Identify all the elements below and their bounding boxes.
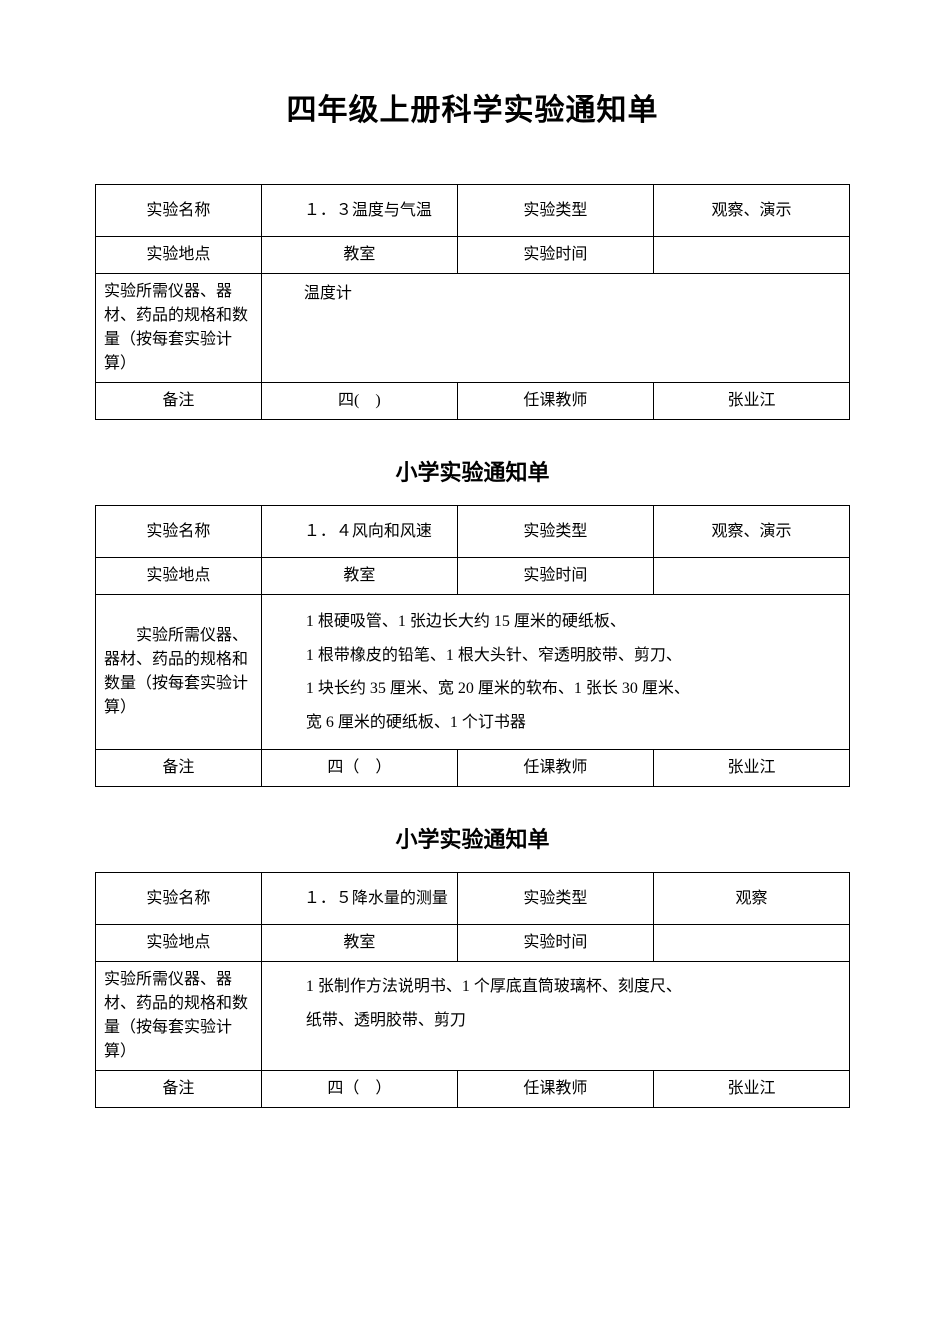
value-exp-time <box>653 558 849 595</box>
label-teacher: 任课教师 <box>457 383 653 420</box>
equipment-line: 纸带、透明胶带、剪刀 <box>274 1004 837 1038</box>
label-exp-type: 实验类型 <box>457 506 653 558</box>
experiment-table-1: 实验名称 １．３温度与气温 实验类型 观察、演示 实验地点 教室 实验时间 实验… <box>95 184 850 420</box>
label-equipment: 实验所需仪器、器材、药品的规格和数量（按每套实验计算） <box>96 595 262 750</box>
value-remarks: 四（ ） <box>261 750 457 787</box>
value-exp-time <box>653 925 849 962</box>
value-exp-type: 观察、演示 <box>653 185 849 237</box>
value-exp-time <box>653 237 849 274</box>
value-equipment: 1 根硬吸管、1 张边长大约 15 厘米的硬纸板、 1 根带橡皮的铅笔、1 根大… <box>261 595 849 750</box>
equipment-line: 1 根带橡皮的铅笔、1 根大头针、窄透明胶带、剪刀、 <box>274 639 837 673</box>
equipment-line: 1 块长约 35 厘米、宽 20 厘米的软布、1 张长 30 厘米、 <box>274 672 837 706</box>
value-remarks: 四( ) <box>261 383 457 420</box>
section-title-2: 小学实验通知单 <box>95 455 850 487</box>
label-exp-name: 实验名称 <box>96 506 262 558</box>
label-equipment: 实验所需仪器、器材、药品的规格和数量（按每套实验计算） <box>96 962 262 1071</box>
value-exp-name: １．３温度与气温 <box>261 185 457 237</box>
label-exp-location: 实验地点 <box>96 237 262 274</box>
label-exp-name: 实验名称 <box>96 873 262 925</box>
value-exp-location: 教室 <box>261 925 457 962</box>
value-exp-name: １．５降水量的测量 <box>261 873 457 925</box>
label-remarks: 备注 <box>96 1071 262 1108</box>
value-teacher: 张业江 <box>653 383 849 420</box>
label-teacher: 任课教师 <box>457 750 653 787</box>
label-exp-name: 实验名称 <box>96 185 262 237</box>
label-exp-time: 实验时间 <box>457 237 653 274</box>
value-exp-type: 观察、演示 <box>653 506 849 558</box>
value-teacher: 张业江 <box>653 1071 849 1108</box>
value-exp-name: １．４风向和风速 <box>261 506 457 558</box>
label-exp-location: 实验地点 <box>96 558 262 595</box>
value-remarks: 四（ ） <box>261 1071 457 1108</box>
equipment-line: 宽 6 厘米的硬纸板、1 个订书器 <box>274 706 837 740</box>
section-title-3: 小学实验通知单 <box>95 822 850 854</box>
equipment-line: 1 张制作方法说明书、1 个厚底直筒玻璃杯、刻度尺、 <box>274 970 837 1004</box>
label-exp-location: 实验地点 <box>96 925 262 962</box>
value-equipment: 1 张制作方法说明书、1 个厚底直筒玻璃杯、刻度尺、 纸带、透明胶带、剪刀 <box>261 962 849 1071</box>
label-exp-type: 实验类型 <box>457 185 653 237</box>
document-title: 四年级上册科学实验通知单 <box>95 85 850 129</box>
equipment-line: 1 根硬吸管、1 张边长大约 15 厘米的硬纸板、 <box>274 605 837 639</box>
label-remarks: 备注 <box>96 750 262 787</box>
value-teacher: 张业江 <box>653 750 849 787</box>
label-exp-time: 实验时间 <box>457 925 653 962</box>
value-exp-type: 观察 <box>653 873 849 925</box>
label-teacher: 任课教师 <box>457 1071 653 1108</box>
value-equipment: 温度计 <box>261 274 849 383</box>
label-equipment: 实验所需仪器、器材、药品的规格和数量（按每套实验计算） <box>96 274 262 383</box>
experiment-table-3: 实验名称 １．５降水量的测量 实验类型 观察 实验地点 教室 实验时间 实验所需… <box>95 872 850 1108</box>
value-exp-location: 教室 <box>261 558 457 595</box>
label-exp-type: 实验类型 <box>457 873 653 925</box>
label-exp-time: 实验时间 <box>457 558 653 595</box>
value-exp-location: 教室 <box>261 237 457 274</box>
label-remarks: 备注 <box>96 383 262 420</box>
experiment-table-2: 实验名称 １．４风向和风速 实验类型 观察、演示 实验地点 教室 实验时间 实验… <box>95 505 850 787</box>
